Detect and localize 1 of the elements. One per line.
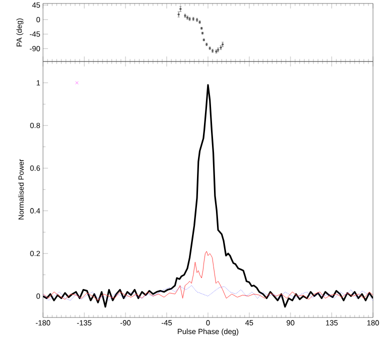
line-series bbox=[43, 84, 373, 308]
